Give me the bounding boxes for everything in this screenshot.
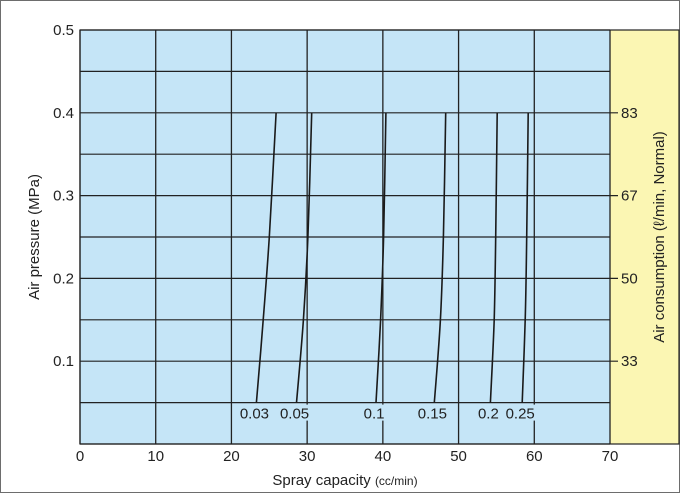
- secondary-axis-panel: [610, 30, 679, 444]
- y2-tick-label: 50: [621, 270, 638, 287]
- curve-label-background: [421, 404, 448, 421]
- x-tick-label: 20: [223, 448, 240, 465]
- x-tick-label: 0: [76, 448, 84, 465]
- y2-tick-label: 83: [621, 105, 638, 122]
- y-tick-label: 0.5: [53, 22, 74, 39]
- curve-label-background: [477, 404, 504, 421]
- x-tick-label: 10: [147, 448, 164, 465]
- grid: [79, 29, 680, 445]
- curve-label: 0.15: [418, 406, 447, 423]
- y2-tick-labels: 33 50 67 83: [621, 105, 638, 370]
- y-tick-labels: 0.1 0.2 0.3 0.4 0.5: [53, 22, 74, 370]
- curve-label: 0.2: [478, 406, 499, 423]
- y2-axis-title: Air consumption (ℓ/min, Normal): [651, 131, 668, 343]
- curve-label: 0.03: [240, 406, 269, 423]
- y-tick-label: 0.2: [53, 270, 74, 287]
- y-tick-label: 0.4: [53, 105, 74, 122]
- y2-tick-label: 67: [621, 188, 638, 205]
- curve-0-1: [375, 112, 387, 403]
- y-tick-label: 0.3: [53, 188, 74, 205]
- curves: 0.03 0.05 0.1 0.15 0.2 0.25: [240, 112, 536, 423]
- curve-label-background: [243, 404, 270, 421]
- y2-tick-label: 33: [621, 353, 638, 370]
- x-tick-label: 60: [526, 448, 543, 465]
- x-tick-label: 30: [299, 448, 316, 465]
- y-tick-label: 0.1: [53, 353, 74, 370]
- curve-label: 0.05: [280, 406, 309, 423]
- curve-0-25: [521, 112, 529, 403]
- curve-0-03: [255, 112, 277, 403]
- x-axis-unit: (cc/min): [375, 474, 418, 488]
- curve-label-background: [283, 404, 310, 421]
- curve-0-2: [489, 112, 498, 403]
- x-axis-title: Spray capacity (cc/min): [272, 472, 417, 489]
- x-tick-label: 70: [602, 448, 619, 465]
- curve-0-05: [295, 112, 313, 403]
- x-tick-label: 50: [450, 448, 467, 465]
- curve-label-background: [509, 404, 536, 421]
- x-tick-labels: 0 10 20 30 40 50 60 70: [76, 448, 619, 465]
- x-tick-label: 40: [375, 448, 392, 465]
- curve-label: 0.25: [506, 406, 535, 423]
- plot-border: [79, 29, 680, 445]
- curve-0-15: [433, 112, 447, 403]
- curve-label-background: [363, 404, 390, 421]
- y-axis-title: Air pressure (MPa): [26, 174, 43, 300]
- curve-label: 0.1: [364, 406, 385, 423]
